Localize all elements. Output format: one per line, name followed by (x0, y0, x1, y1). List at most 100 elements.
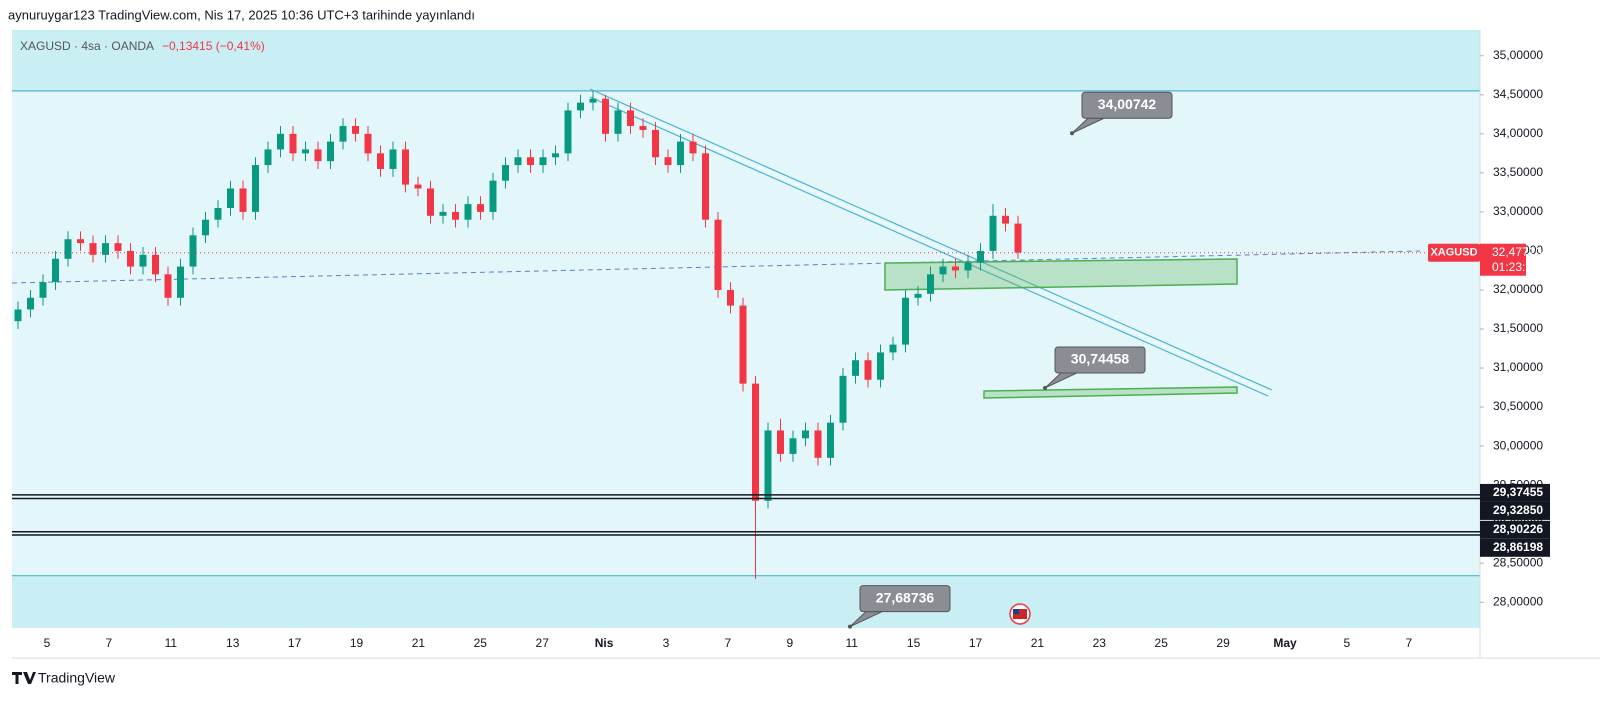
candle-body (789, 438, 797, 454)
x-tick-label: 29 (1216, 636, 1230, 650)
x-tick-label: 13 (226, 636, 240, 650)
candle-body (502, 165, 509, 181)
candle-body (177, 266, 184, 298)
y-tick-label: 35,00000 (1493, 48, 1543, 62)
y-tick-label: 32,00000 (1493, 282, 1543, 296)
flag (1013, 609, 1027, 619)
zone (983, 386, 1238, 399)
candle-body (977, 250, 984, 263)
x-tick-label: 7 (725, 636, 732, 650)
level-tag (1480, 538, 1550, 557)
x-tick-label: 27 (536, 636, 550, 650)
candle-body (339, 126, 347, 142)
candle-body (639, 126, 647, 130)
x-tick-label: 3 (663, 636, 670, 650)
flag-canton (1013, 609, 1019, 614)
y-tick-label: 28,50000 (1493, 555, 1543, 569)
x-tick-label: 11 (165, 636, 178, 650)
candle-body (514, 157, 522, 166)
level-tag-label: 29,32850 (1493, 503, 1543, 517)
candle-body (489, 180, 497, 212)
y-tick-label: 34,50000 (1493, 87, 1543, 101)
x-tick-label: Nis (595, 636, 614, 650)
candle-body (577, 102, 584, 111)
callout-label: 30,74458 (1071, 351, 1130, 367)
candle-body (852, 360, 859, 376)
x-tick-label: 17 (288, 636, 302, 650)
candle-body (227, 188, 234, 208)
y-tick-label: 33,00000 (1493, 204, 1543, 218)
callout-box (1054, 346, 1146, 374)
candle-body (864, 360, 872, 380)
band-shade (12, 575, 1480, 628)
candle-body (964, 262, 972, 271)
symbol: XAGUSD · 4sa · OANDA (20, 39, 154, 53)
candle-body (427, 188, 434, 216)
candle-body (252, 165, 259, 212)
y-tick-label: 30,00000 (1493, 438, 1543, 452)
y-tick-label: 31,50000 (1493, 321, 1543, 335)
logo-text: TradingView (38, 670, 116, 686)
channel-top (589, 88, 1273, 391)
candle-body (464, 204, 472, 220)
logo-mark (12, 672, 36, 684)
candle-body (602, 98, 609, 134)
candle-body (714, 219, 722, 290)
candle-body (127, 250, 134, 267)
change: −0,13415 (−0,41%) (162, 39, 265, 53)
candle-body (902, 297, 909, 345)
x-tick-label: 11 (845, 636, 858, 650)
candle-body (352, 126, 359, 134)
level-tag-label: 28,90226 (1493, 522, 1543, 536)
candle-body (802, 430, 809, 439)
candle-body (539, 157, 547, 166)
candle-body (164, 274, 172, 298)
candle-body (89, 243, 97, 255)
x-tick-label: 19 (350, 636, 364, 650)
level-tag (1480, 520, 1550, 539)
y-tick-label: 28,00000 (1493, 594, 1543, 608)
event-flag (1009, 603, 1031, 625)
candle-body (77, 239, 84, 244)
x-tick-label: 17 (969, 636, 983, 650)
candle-body (664, 157, 672, 166)
x-tick-label: 5 (1344, 636, 1351, 650)
candle-body (814, 430, 822, 458)
candle-body (952, 266, 959, 271)
candle-body (627, 110, 634, 127)
zone (884, 258, 1238, 291)
candle-body (552, 153, 559, 158)
candle-body (652, 129, 659, 158)
candle-body (877, 352, 884, 380)
x-tick-label: 21 (412, 636, 426, 650)
x-tick-label: 5 (44, 636, 51, 650)
candle-body (39, 282, 47, 298)
candle-body (914, 293, 922, 298)
x-tick-label: 7 (1405, 636, 1412, 650)
price-tag-name-bg (1428, 243, 1480, 262)
callout-box (1081, 91, 1173, 119)
candle-body (752, 383, 759, 501)
candle-body (64, 239, 72, 259)
candle-body (827, 422, 834, 458)
level-tag (1480, 483, 1550, 502)
candle-body (364, 133, 372, 154)
candle-body (139, 254, 147, 267)
candle-body (402, 149, 409, 185)
callout-label: 27,68736 (876, 589, 935, 605)
callout-label: 34,00742 (1098, 96, 1157, 112)
candle-body (589, 98, 597, 103)
callout-point (848, 624, 852, 629)
candle-body (689, 141, 697, 154)
candle-body (389, 149, 397, 169)
candle-body (214, 207, 222, 220)
callout-point (1070, 131, 1074, 136)
y-tick-label: 30,50000 (1493, 399, 1543, 413)
candle-body (1014, 223, 1022, 253)
channel-mid (589, 92, 1271, 394)
callout-box (859, 585, 951, 613)
logo: TradingView (12, 670, 116, 686)
candle-body (727, 289, 734, 306)
candle-body (314, 149, 322, 162)
